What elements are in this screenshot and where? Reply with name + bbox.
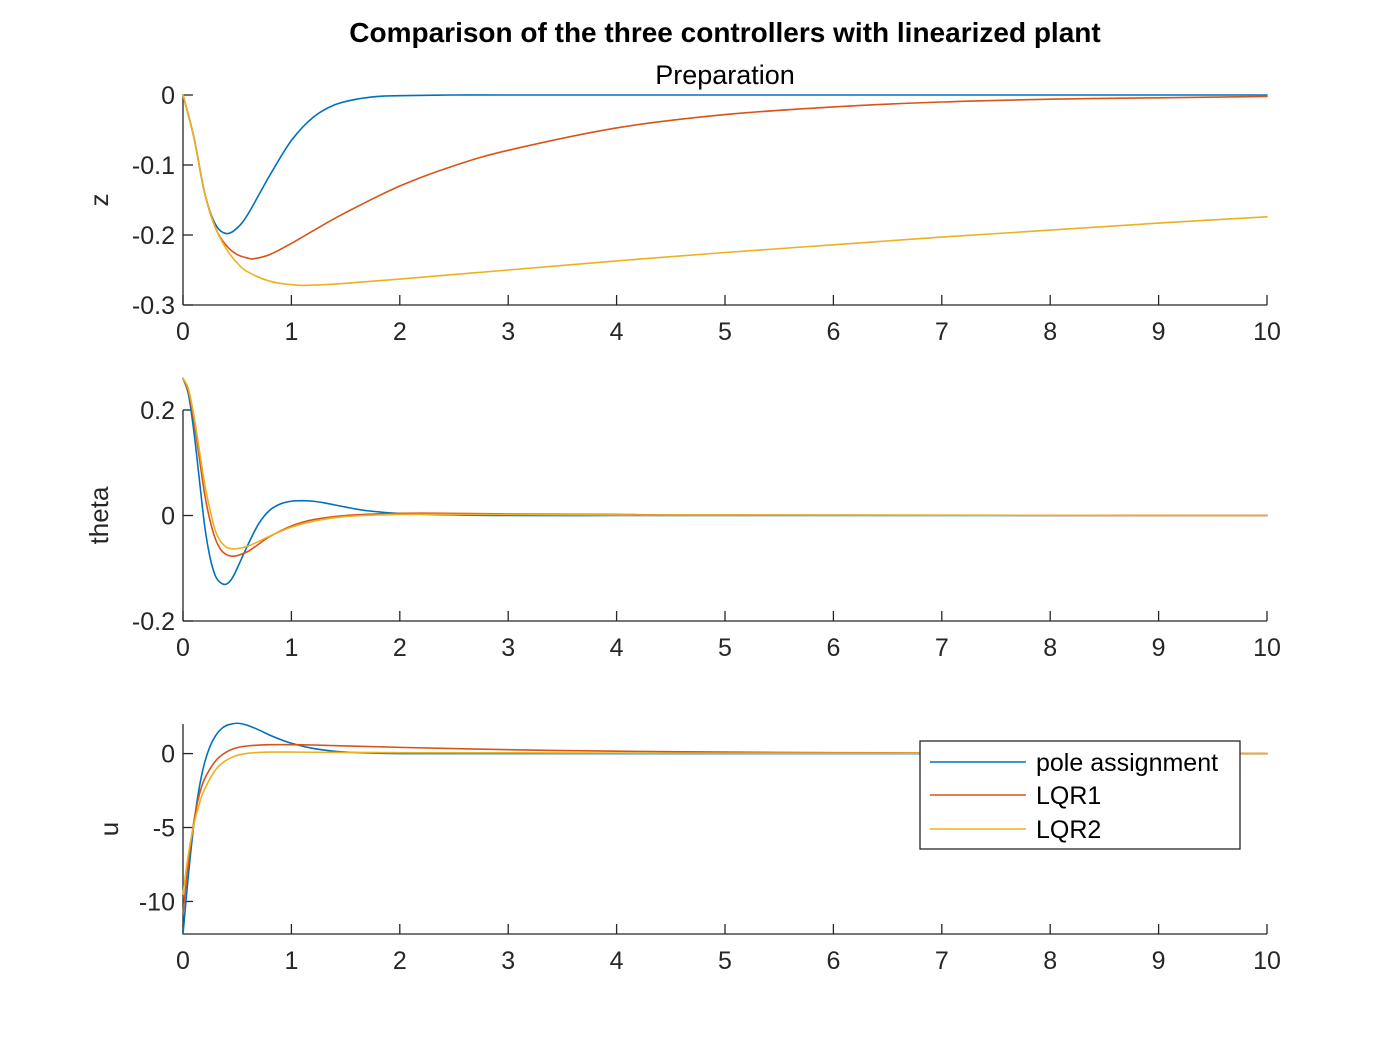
x-tick-label: 7 xyxy=(935,947,949,975)
y-tick-label: 0 xyxy=(161,82,175,110)
x-tick-label: 6 xyxy=(826,318,840,346)
x-tick-label: 9 xyxy=(1152,634,1166,662)
legend: pole assignment LQR1 LQR2 xyxy=(919,740,1241,850)
subplot-u: 0 1 2 3 4 5 6 7 8 9 10 -10 -5 0 u xyxy=(94,722,1281,975)
x-tick-label: 7 xyxy=(935,318,949,346)
y-tick-label: 0.2 xyxy=(140,397,175,425)
y-tick-label: -5 xyxy=(153,815,175,843)
y-tick-label: -0.2 xyxy=(132,222,175,250)
x-tick-label: 8 xyxy=(1043,318,1057,346)
x-tick-label: 1 xyxy=(284,634,298,662)
y-tick-label: -10 xyxy=(139,888,175,916)
x-tick-label: 3 xyxy=(501,634,515,662)
x-tick-label: 10 xyxy=(1253,318,1281,346)
x-tick-label: 0 xyxy=(176,947,190,975)
x-tick-label: 1 xyxy=(284,318,298,346)
series-line-lqr2 xyxy=(182,751,1268,895)
series-line-lqr1 xyxy=(182,94,1268,260)
x-tick-label: 3 xyxy=(501,947,515,975)
x-tick-label: 8 xyxy=(1043,634,1057,662)
x-tick-label: 5 xyxy=(718,947,732,975)
x-tick-label: 5 xyxy=(718,318,732,346)
x-tick-label: 1 xyxy=(284,947,298,975)
y-tick-label: 0 xyxy=(161,741,175,769)
x-tick-label: 4 xyxy=(610,947,624,975)
series-line-lqr1 xyxy=(182,377,1268,558)
x-tick-label: 0 xyxy=(176,318,190,346)
x-tick-label: 10 xyxy=(1253,634,1281,662)
y-tick-label: -0.1 xyxy=(132,152,175,180)
series-line-pole-assignment xyxy=(182,377,1268,586)
x-tick-label: 6 xyxy=(826,947,840,975)
y-tick-label: -0.2 xyxy=(132,608,175,636)
x-tick-label: 6 xyxy=(826,634,840,662)
x-tick-label: 5 xyxy=(718,634,732,662)
x-tick-label: 10 xyxy=(1253,947,1281,975)
figure-title: Comparison of the three controllers with… xyxy=(349,17,1100,48)
series-line-lqr2 xyxy=(182,377,1268,550)
legend-label-lqr1: LQR1 xyxy=(1036,782,1101,810)
x-tick-label: 7 xyxy=(935,634,949,662)
y-axis-label: u xyxy=(94,822,124,836)
legend-label-pole-assignment: pole assignment xyxy=(1036,749,1218,777)
x-tick-label: 0 xyxy=(176,634,190,662)
y-axis-label: z xyxy=(84,194,114,207)
x-tick-label: 4 xyxy=(610,318,624,346)
x-tick-label: 4 xyxy=(610,634,624,662)
x-tick-label: 3 xyxy=(501,318,515,346)
x-tick-label: 2 xyxy=(393,634,407,662)
x-tick-label: 2 xyxy=(393,318,407,346)
y-axis-label: theta xyxy=(84,486,114,544)
subplot-z: 0 1 2 3 4 5 6 7 8 9 10 -0.3 -0.2 -0.1 0 z xyxy=(84,82,1281,346)
series-line-pole-assignment xyxy=(182,94,1268,235)
y-tick-label: 0 xyxy=(161,503,175,531)
series-line-lqr2 xyxy=(182,94,1268,287)
y-tick-label: -0.3 xyxy=(132,292,175,320)
x-tick-label: 8 xyxy=(1043,947,1057,975)
legend-label-lqr2: LQR2 xyxy=(1036,816,1101,844)
x-tick-label: 9 xyxy=(1152,318,1166,346)
x-tick-label: 2 xyxy=(393,947,407,975)
x-tick-label: 9 xyxy=(1152,947,1166,975)
figure-subtitle: Preparation xyxy=(655,60,795,90)
